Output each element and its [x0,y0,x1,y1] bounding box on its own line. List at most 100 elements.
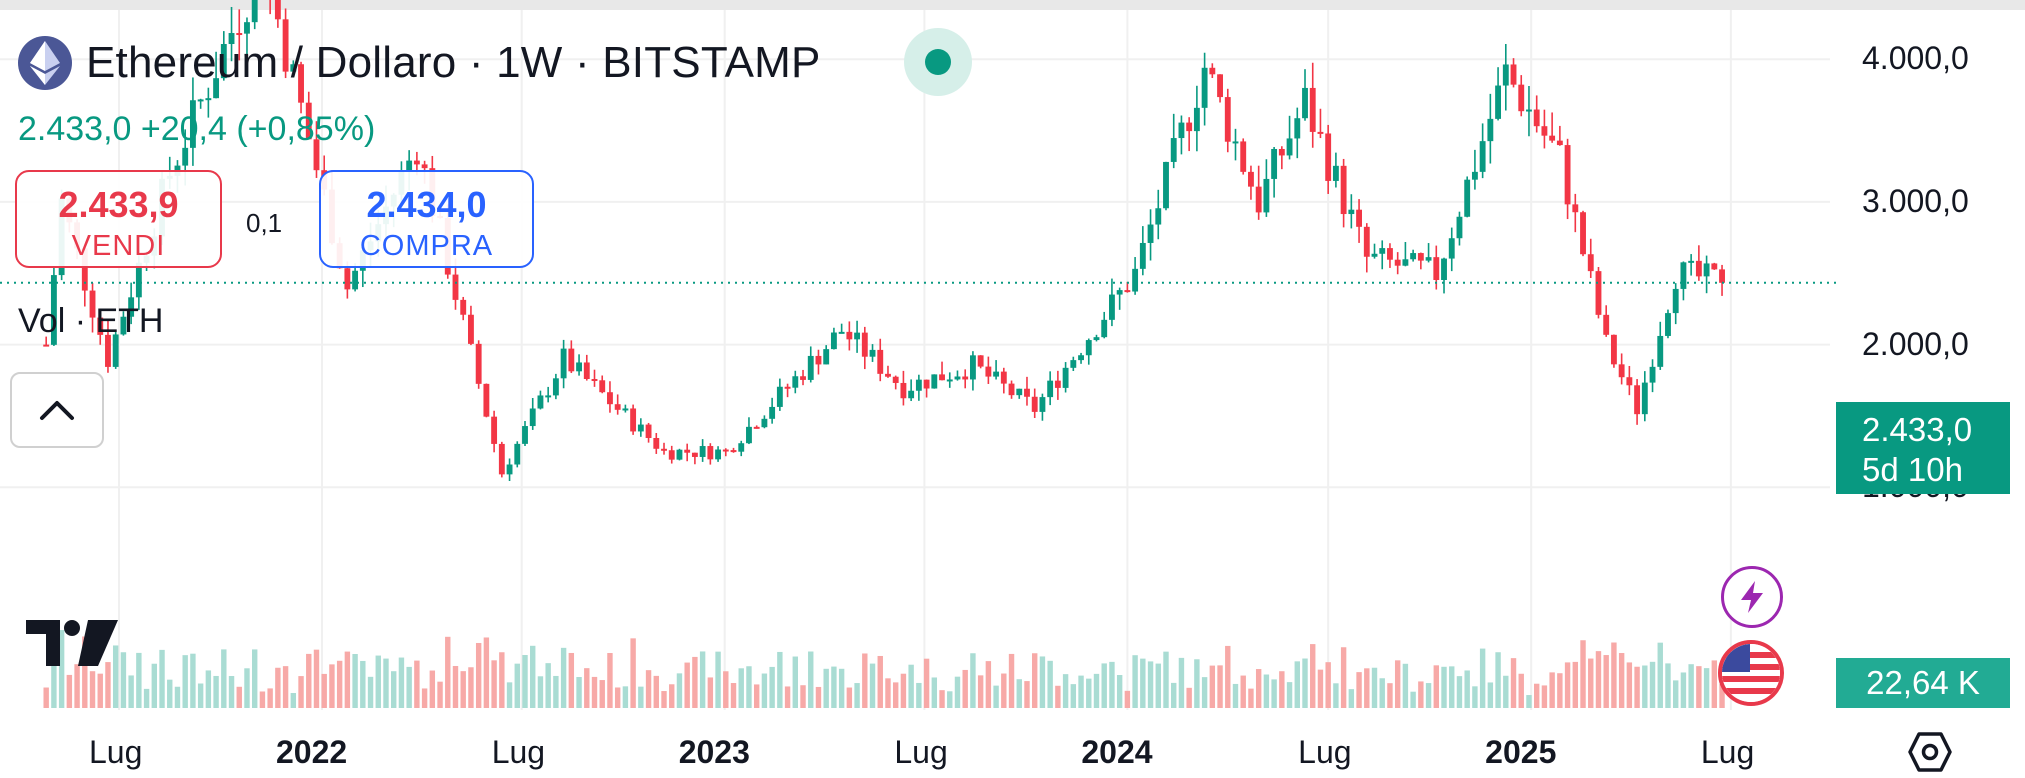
tradingview-logo-icon[interactable] [26,618,118,673]
volume-bar [128,675,134,708]
candle-body [43,344,50,347]
volume-bar [437,681,443,708]
live-dot-icon [925,49,951,75]
volume-bar [105,662,111,708]
candle-body [1224,97,1231,142]
lightning-button[interactable] [1721,566,1783,628]
volume-bar [1070,684,1077,708]
candle-body [1325,133,1332,181]
candle-body [1487,118,1494,142]
candle-body [112,334,119,367]
candle-body [1719,269,1725,283]
volume-bar [916,682,922,708]
volume-indicator-label[interactable]: Vol · ETH [18,302,164,340]
symbol-title[interactable]: Ethereum / Dollaro · 1W · BITSTAMP [86,38,821,87]
volume-bar [275,667,281,708]
collapse-indicators-button[interactable] [10,372,104,448]
volume-bar [1549,672,1555,708]
volume-bar [1379,678,1385,708]
volume-bar [321,673,327,708]
sell-button[interactable]: 2.433,9 VENDI [15,170,222,268]
volume-bar [808,651,814,708]
candle-body [1618,364,1625,378]
candle-body [985,366,992,377]
volume-bar [143,688,150,708]
volume-bar [993,685,999,708]
volume-bar [1456,676,1463,708]
candle-body [1124,290,1131,293]
candle-body [969,355,976,380]
volume-bar [730,683,737,708]
volume-bar [112,645,119,708]
candle-body [838,331,845,334]
volume-bar [761,673,768,708]
volume-bar [174,686,181,708]
volume-bar [1425,683,1432,708]
candle-body [1031,396,1038,412]
candle-body [1178,122,1185,139]
candle-body [738,443,745,452]
candle-body [823,349,830,365]
candle-body [576,362,582,372]
candle-body [861,332,868,357]
volume-bar [282,666,289,708]
bar-countdown: 5d 10h [1862,451,1963,488]
candle-body [691,452,698,457]
candle-body [1201,67,1208,108]
volume-bar [1194,659,1200,708]
candle-body [962,376,969,380]
candle-body [1379,248,1386,254]
volume-bar [576,677,582,708]
candle-body [1232,141,1239,144]
candle-body [1549,135,1556,141]
candle-body [274,0,281,20]
volume-bar [707,677,714,708]
volume-bar [1711,660,1718,708]
candle-body [722,449,729,452]
candle-body [1371,253,1378,257]
candle-body [900,382,907,399]
volume-bar [421,688,428,708]
candle-body [599,380,606,393]
buy-button[interactable]: 2.434,0 COMPRA [319,170,534,268]
candle-body [807,355,814,380]
candle-body [452,274,459,300]
volume-bar [313,649,320,708]
candle-body [1248,171,1254,187]
candle-body [89,290,96,318]
candle-body [730,450,737,453]
candle-body [1170,138,1177,162]
candle-body [1294,118,1301,139]
volume-bar [306,653,312,708]
candle-body [282,19,289,72]
volume-bar [545,663,551,708]
current-price-value: 2.433,0 [1862,411,1973,448]
candle-body [815,355,822,365]
volume-bar [985,661,992,708]
candle-body [1085,340,1092,356]
us-market-button[interactable] [1718,640,1784,706]
volume-bar [244,668,250,708]
candle-body [1263,178,1270,213]
settings-hexagon-icon[interactable] [1908,732,1952,777]
volume-bar [475,642,482,708]
volume-bar [1433,665,1439,708]
candle-body [1093,337,1100,341]
volume-bar [1055,685,1061,708]
candle-body [1054,380,1061,388]
candle-body [1186,122,1193,132]
volume-bar [1510,658,1517,708]
volume-bar [1371,667,1378,708]
candle-body [1541,126,1548,136]
volume-bar [1317,669,1324,708]
volume-bar [1240,675,1246,708]
volume-bar [1109,661,1115,708]
volume-bar [1271,679,1277,708]
volume-bar [977,675,984,708]
candle-body [1356,209,1362,227]
grid-lines [0,10,1830,710]
candle-body [1441,258,1447,280]
volume-bar [715,651,721,708]
volume-bar [352,653,358,708]
candle-body [205,98,212,101]
